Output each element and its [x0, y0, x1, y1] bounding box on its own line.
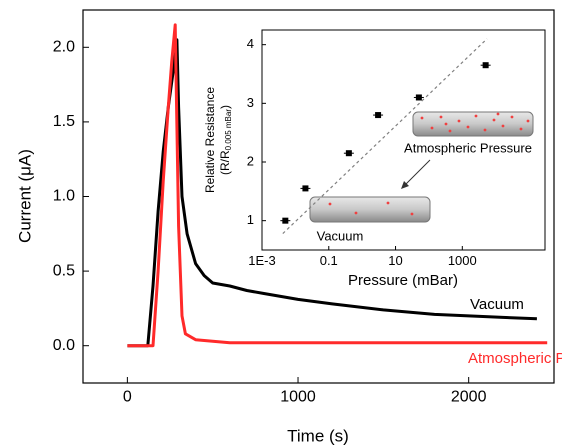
inset-frame [261, 29, 546, 251]
x-tick-label: 0 [123, 389, 132, 406]
y-tick-label: 1 [247, 212, 254, 227]
data-point [302, 185, 309, 192]
x-axis-label: Time (s) [287, 426, 349, 445]
data-point [345, 150, 352, 157]
inset-y-label: Relative Resistance [203, 87, 217, 193]
series-label: Atmospheric Pressure [468, 350, 562, 367]
fit-line [282, 38, 488, 235]
arrow [401, 159, 431, 189]
series-label: Vacuum [470, 296, 524, 313]
y-tick-label: 1.0 [53, 188, 75, 205]
inset-x-label: Pressure (mBar) [348, 272, 458, 289]
x-tick-label: 0.1 [320, 253, 338, 268]
data-point [415, 94, 422, 101]
series-line [127, 38, 537, 348]
inset-y-label-sub: (R/R0.005 mBar) [218, 105, 233, 175]
y-tick-label: 0.0 [53, 337, 75, 354]
series-line [127, 23, 548, 348]
x-tick-label: 1E-3 [248, 253, 275, 268]
x-tick-label: 2000 [451, 389, 487, 406]
x-tick-label: 10 [388, 253, 402, 268]
data-point [282, 217, 289, 224]
atmospheric-cylinder [412, 111, 534, 137]
annotation: Atmospheric Pressure [404, 140, 532, 155]
y-tick-label: 1.5 [53, 113, 75, 130]
data-point [375, 112, 382, 119]
data-point [482, 62, 489, 69]
annotation: Vacuum [317, 228, 364, 243]
y-tick-label: 0.5 [53, 262, 75, 279]
vacuum-cylinder [309, 196, 431, 223]
x-tick-label: 1000 [280, 389, 316, 406]
y-tick-label: 3 [247, 95, 254, 110]
y-tick-label: 2 [247, 153, 254, 168]
x-tick-label: 1000 [448, 253, 477, 268]
y-tick-label: 2.0 [53, 39, 75, 56]
y-tick-label: 4 [247, 36, 254, 51]
y-axis-label: Current (μA) [15, 149, 34, 243]
